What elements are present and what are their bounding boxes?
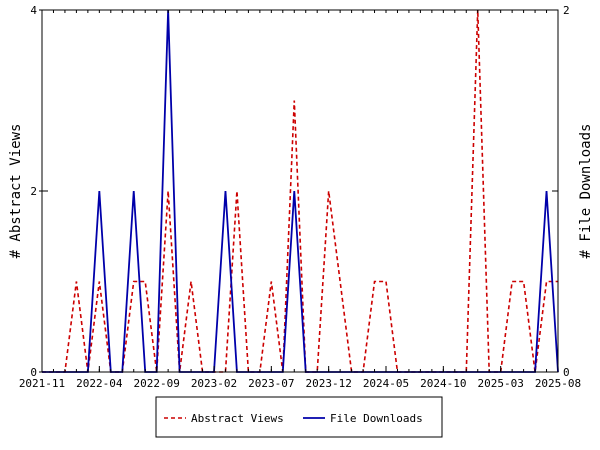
y-left-tick-label: 0 xyxy=(30,366,37,379)
x-tick-label: 2021-11 xyxy=(19,377,65,390)
y-left-tick-label: 4 xyxy=(30,4,37,17)
legend-label-file-downloads: File Downloads xyxy=(330,412,423,425)
x-tick-label: 2025-08 xyxy=(535,377,581,390)
x-tick-label: 2025-03 xyxy=(477,377,523,390)
x-tick-label: 2023-12 xyxy=(305,377,351,390)
x-tick-label: 2023-07 xyxy=(248,377,294,390)
axes-layer: 2021-11 2022-04 2022-09 2023-02 2023-07 2023-… xyxy=(19,4,581,390)
legend: Abstract Views File Downloads xyxy=(155,396,443,438)
x-tick-label: 2023-02 xyxy=(191,377,237,390)
y-right-tick-label: 2 xyxy=(563,4,570,17)
y-axis-left-title: # Abstract Views xyxy=(8,124,24,259)
legend-box xyxy=(155,396,443,438)
y-right-tick-label: 0 xyxy=(563,366,570,379)
series-line-abstract-views xyxy=(42,9,558,373)
x-tick-label: 2024-10 xyxy=(420,377,466,390)
y-axis-right-title: # File Downloads xyxy=(578,124,594,259)
legend-label-abstract-views: Abstract Views xyxy=(191,412,284,425)
x-tick-label: 2024-05 xyxy=(363,377,409,390)
x-tick-label: 2022-09 xyxy=(133,377,179,390)
x-tick-label: 2022-04 xyxy=(76,377,123,390)
y-left-tick-label: 2 xyxy=(30,185,37,198)
